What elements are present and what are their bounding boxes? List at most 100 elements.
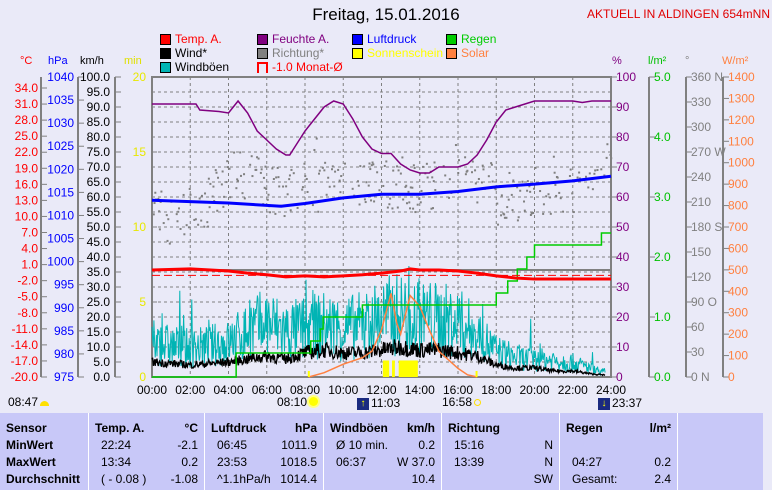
direction-point (448, 196, 451, 199)
sunset-marker (475, 371, 478, 377)
cell-label: Ø 10 min. (336, 438, 389, 452)
direction-point (442, 165, 445, 168)
direction-point (526, 189, 529, 192)
direction-point (368, 162, 371, 165)
direction-point (549, 196, 552, 199)
axis-label-pressure: 980 (54, 347, 74, 361)
direction-point (554, 183, 557, 186)
axis-label-wind: 90.0 (87, 100, 111, 114)
direction-point (434, 189, 437, 192)
unit-rain: l/m² (648, 55, 667, 67)
cell-label: MaxWert (6, 455, 56, 469)
weather-chart: 34.0 31.0 28.0 25.0 22.0 19.0 16.0 13.0 10.0 7.0 4… (11, 70, 755, 384)
direction-point (549, 212, 552, 215)
direction-point (292, 172, 295, 175)
legend-swatch (352, 33, 363, 45)
cell-value: 0.2 (181, 455, 198, 469)
cell-label: Windböen (330, 421, 388, 435)
axis-label-direction: 120 (691, 270, 711, 284)
direction-point (425, 162, 428, 165)
direction-point (328, 185, 331, 188)
direction-point (373, 200, 376, 203)
cell-value: 1014.4 (280, 472, 317, 486)
axis-label-pressure: 1020 (47, 162, 74, 176)
direction-point (505, 216, 508, 219)
direction-point (508, 171, 511, 174)
direction-point (474, 182, 477, 185)
direction-point (337, 168, 340, 171)
unit-sun: min (124, 55, 142, 67)
axis-label-temp: -8.0 (17, 306, 38, 320)
direction-point (267, 193, 270, 196)
axis-label-temp: 19.0 (15, 161, 39, 175)
direction-point (351, 187, 354, 190)
direction-point (490, 163, 493, 166)
table-row: 22:24 -2.1 (95, 438, 198, 455)
axis-label-direction: 150 (691, 245, 711, 259)
direction-point (578, 171, 581, 174)
direction-point (474, 169, 477, 172)
direction-point (370, 199, 373, 202)
direction-point (208, 206, 211, 209)
series-feuchte-a (152, 99, 611, 174)
direction-point (405, 184, 408, 187)
direction-point (182, 193, 185, 196)
legend-swatch (160, 61, 171, 73)
legend-swatch (352, 47, 363, 59)
axis-label-pressure: 1000 (47, 255, 74, 269)
direction-point (542, 203, 545, 206)
direction-point (367, 184, 370, 187)
axis-label-humidity: 20 (616, 310, 630, 324)
axis-label-sun: 15 (133, 145, 147, 159)
direction-point (162, 222, 165, 225)
direction-point (506, 206, 509, 209)
direction-point (500, 214, 503, 217)
table-row: 23:53 1018.5 (211, 455, 317, 472)
table-column: Luftdruck hPa 06:45 1011.9 23:53 1018.5 ^1.1hP… (204, 413, 323, 490)
direction-point (241, 192, 244, 195)
direction-point (408, 201, 411, 204)
cell-label: 23:53 (217, 455, 248, 469)
direction-point (275, 176, 278, 179)
direction-point (512, 179, 515, 182)
direction-point (401, 156, 404, 159)
direction-point (160, 190, 163, 193)
axis-label-direction: 300 (691, 120, 711, 134)
series-regen (152, 232, 611, 378)
table-row: Temp. A. °C (95, 421, 198, 438)
table-row: ^1.1hPa/h 1014.4 (211, 472, 317, 489)
direction-point (264, 165, 267, 168)
axis-label-humidity: 50 (616, 220, 630, 234)
direction-point (193, 218, 196, 221)
direction-point (422, 165, 425, 168)
table-row: 10.4 (330, 472, 435, 489)
direction-point (167, 218, 170, 221)
direction-point (301, 186, 304, 189)
cell-label: Durchschnitt (6, 472, 81, 486)
direction-point (519, 189, 522, 192)
axis-label-humidity: 30 (616, 280, 630, 294)
direction-point (256, 156, 259, 159)
direction-point (263, 186, 266, 189)
direction-point (526, 180, 529, 183)
axis-label-sun: 0 (139, 370, 146, 384)
direction-point (236, 179, 239, 182)
direction-point (357, 180, 360, 183)
direction-point (458, 159, 460, 162)
axis-label-wind: 30.0 (87, 280, 111, 294)
legend-swatch (160, 47, 171, 59)
unit-humidity: % (612, 55, 622, 67)
direction-point (517, 216, 520, 219)
legend-item: Temp. A. (160, 32, 222, 46)
stats-table: SensorMinWertMaxWertDurchschnitt15.01. 0… (0, 413, 763, 490)
direction-point (500, 194, 503, 197)
direction-point (303, 162, 306, 165)
axis-label-direction: 0 N (691, 370, 710, 384)
direction-point (198, 197, 201, 200)
direction-point (177, 210, 180, 213)
legend-label: -1.0 Monat-Ø (272, 60, 343, 74)
direction-point (382, 184, 385, 187)
axis-label-humidity: 90 (616, 100, 630, 114)
direction-point (153, 202, 156, 205)
